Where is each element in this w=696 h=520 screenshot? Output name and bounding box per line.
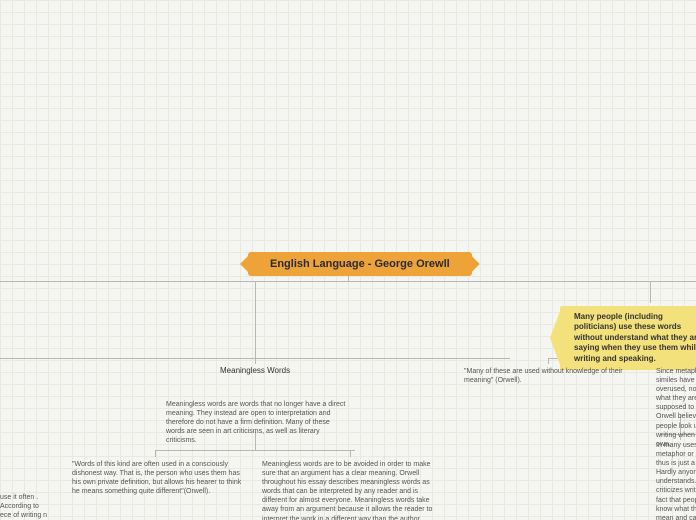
- leaf-left-edge-fragment-text: use it often . According to ece of writi…: [0, 494, 47, 520]
- meaningless-words-title[interactable]: Meaningless Words: [220, 366, 290, 375]
- leaf-quote-knowledge: "Many of these are used without knowledg…: [464, 367, 639, 385]
- leaf-metaphors-overused-text: Since metaphors and similes have become …: [656, 368, 696, 448]
- leaf-avoid-meaningless: Meaningless words are to be avoided in o…: [262, 460, 442, 520]
- meaningless-words-desc: Meaningless words are words that no long…: [166, 400, 346, 445]
- leaf-quote-knowledge-text: "Many of these are used without knowledg…: [464, 368, 623, 384]
- leaf-left-edge-fragment: use it often . According to ece of writi…: [0, 484, 50, 520]
- subtopic-politicians[interactable]: Many people (including politicians) use …: [560, 306, 696, 370]
- root-label: English Language - George Orewll: [270, 258, 450, 270]
- leaf-metaphor-saying: In many uses now, a metaphor or simile i…: [656, 441, 696, 520]
- leaf-metaphor-saying-text: In many uses now, a metaphor or simile i…: [656, 442, 696, 520]
- leaf-quote-dishonest: "Words of this kind are often used in a …: [72, 460, 250, 496]
- meaningless-words-title-text: Meaningless Words: [220, 366, 290, 375]
- subtopic-politicians-text: Many people (including politicians) use …: [574, 312, 696, 363]
- leaf-avoid-meaningless-text: Meaningless words are to be avoided in o…: [262, 461, 434, 520]
- root-topic[interactable]: English Language - George Orewll: [248, 252, 472, 276]
- meaningless-words-desc-text: Meaningless words are words that no long…: [166, 401, 345, 444]
- leaf-quote-dishonest-text: "Words of this kind are often used in a …: [72, 461, 241, 495]
- leaf-metaphors-overused: Since metaphors and similes have become …: [656, 367, 696, 449]
